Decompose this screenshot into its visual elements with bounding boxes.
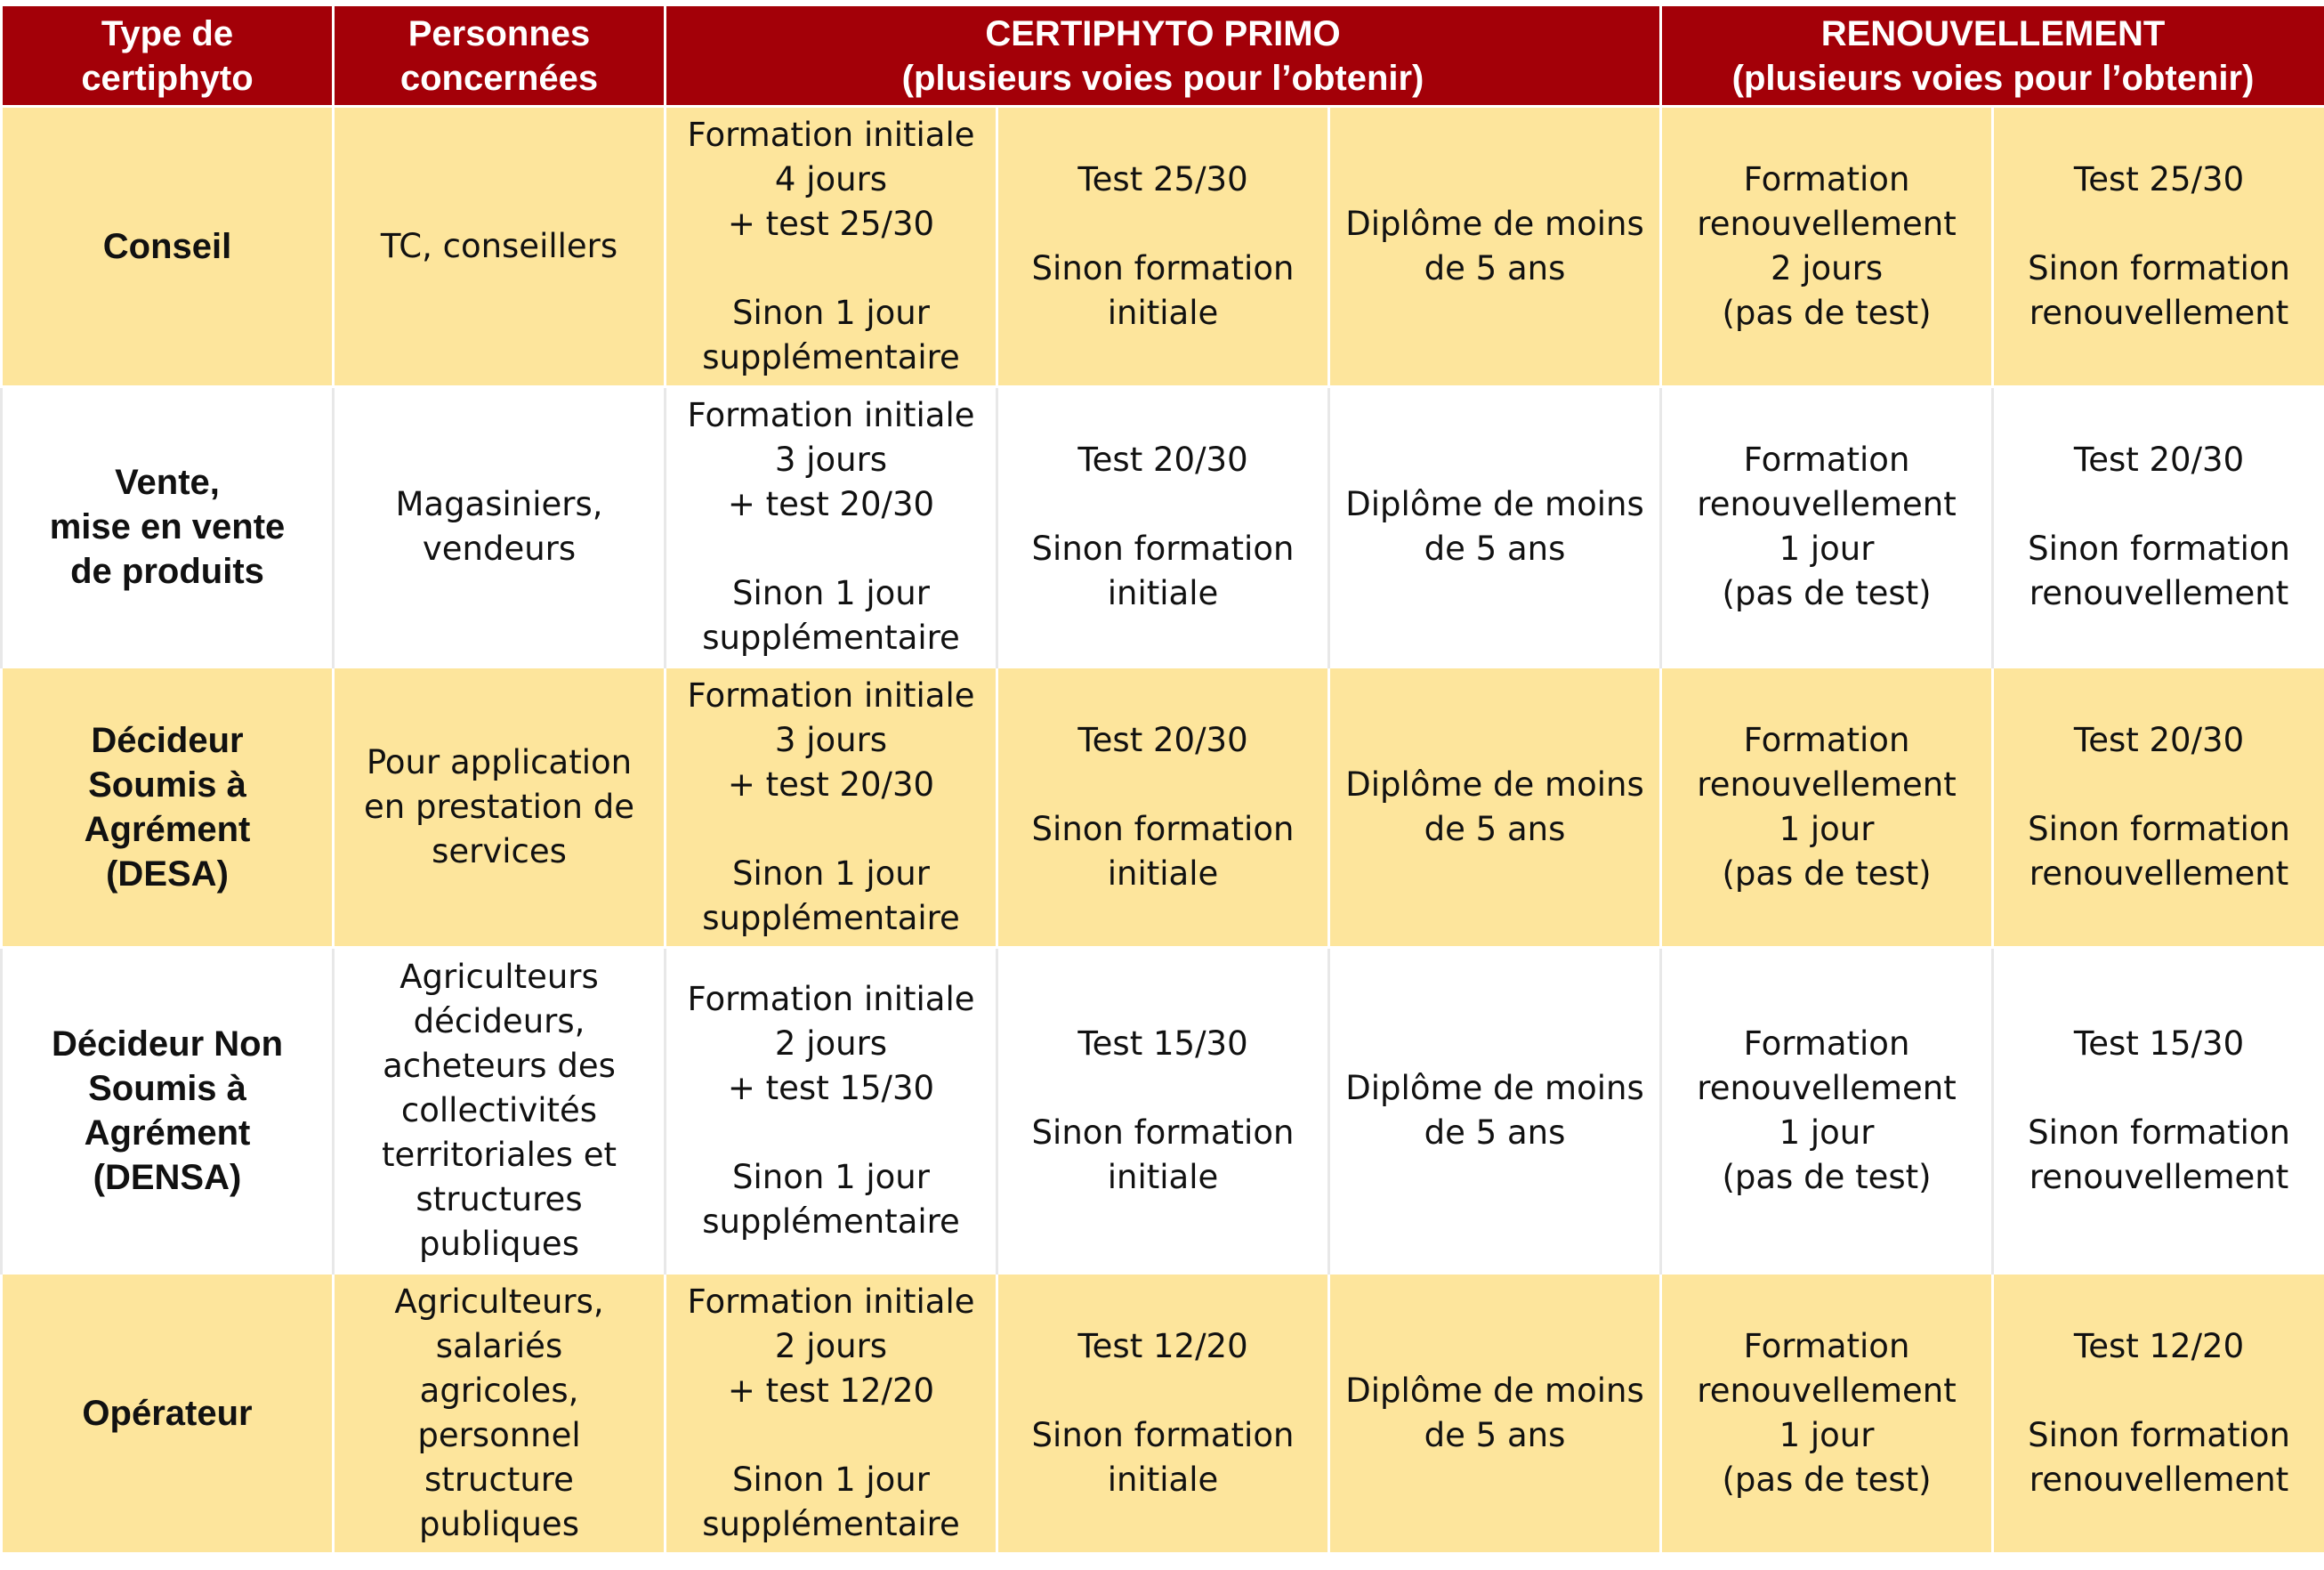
cell-type: Décideur Soumis à Agrément (DESA) [0,666,335,949]
cell-people: TC, conseillers [332,105,666,388]
cell-primo-formation: Formation initiale 3 jours + test 20/30 … [664,666,998,949]
table-row: Conseil TC, conseillers Formation initia… [0,105,2324,388]
cell-type: Conseil [0,105,335,388]
header-people: Personnes concernées [332,4,666,108]
table-row: Opérateur Agriculteurs, salariés agricol… [0,1272,2324,1555]
cell-renew-formation: Formation renouvellement 1 jour (pas de … [1659,386,1995,668]
cell-renew-test: Test 25/30 Sinon formation renouvellemen… [1991,105,2324,388]
cell-renew-formation: Formation renouvellement 1 jour (pas de … [1659,666,1995,949]
cell-primo-test: Test 25/30 Sinon formation initiale [996,105,1330,388]
cell-primo-test: Test 15/30 Sinon formation initiale [996,947,1330,1274]
table-header: Type de certiphyto Personnes concernées … [0,4,2324,108]
cell-renew-formation: Formation renouvellement 1 jour (pas de … [1659,947,1995,1274]
cell-primo-formation: Formation initiale 3 jours + test 20/30 … [664,386,998,668]
cell-type: Décideur Non Soumis à Agrément (DENSA) [0,947,335,1274]
cell-renew-test: Test 20/30 Sinon formation renouvellemen… [1991,666,2324,949]
cell-renew-test: Test 12/20 Sinon formation renouvellemen… [1991,1272,2324,1555]
cell-renew-formation: Formation renouvellement 1 jour (pas de … [1659,1272,1995,1555]
table-row: Décideur Non Soumis à Agrément (DENSA) A… [0,947,2324,1274]
cell-primo-diplome: Diplôme de moins de 5 ans [1327,105,1663,388]
cell-primo-formation: Formation initiale 4 jours + test 25/30 … [664,105,998,388]
cell-renew-test: Test 15/30 Sinon formation renouvellemen… [1991,947,2324,1274]
cell-primo-test: Test 20/30 Sinon formation initiale [996,386,1330,668]
header-renew: RENOUVELLEMENT (plusieurs voies pour l’o… [1659,4,2324,108]
cell-people: Magasiniers, vendeurs [332,386,666,668]
header-primo: CERTIPHYTO PRIMO (plusieurs voies pour l… [663,4,1663,108]
cell-people: Agriculteurs décideurs, acheteurs des co… [332,947,666,1274]
cell-primo-diplome: Diplôme de moins de 5 ans [1327,666,1663,949]
header-type: Type de certiphyto [0,4,335,108]
cell-people: Pour application en prestation de servic… [332,666,666,949]
certiphyto-table: Type de certiphyto Personnes concernées … [0,4,2324,1555]
table-row: Vente, mise en vente de produits Magasin… [0,386,2324,668]
cell-primo-test: Test 12/20 Sinon formation initiale [996,1272,1330,1555]
cell-type: Vente, mise en vente de produits [0,386,335,668]
header-row: Type de certiphyto Personnes concernées … [0,4,2324,108]
cell-type: Opérateur [0,1272,335,1555]
cell-primo-test: Test 20/30 Sinon formation initiale [996,666,1330,949]
cell-primo-formation: Formation initiale 2 jours + test 12/20 … [664,1272,998,1555]
table-body: Conseil TC, conseillers Formation initia… [0,105,2324,1555]
cell-primo-diplome: Diplôme de moins de 5 ans [1327,1272,1663,1555]
cell-primo-formation: Formation initiale 2 jours + test 15/30 … [664,947,998,1274]
table-row: Décideur Soumis à Agrément (DESA) Pour a… [0,666,2324,949]
cell-renew-test: Test 20/30 Sinon formation renouvellemen… [1991,386,2324,668]
cell-people: Agriculteurs, salariés agricoles, person… [332,1272,666,1555]
cell-primo-diplome: Diplôme de moins de 5 ans [1327,947,1663,1274]
cell-renew-formation: Formation renouvellement 2 jours (pas de… [1659,105,1995,388]
cell-primo-diplome: Diplôme de moins de 5 ans [1327,386,1663,668]
